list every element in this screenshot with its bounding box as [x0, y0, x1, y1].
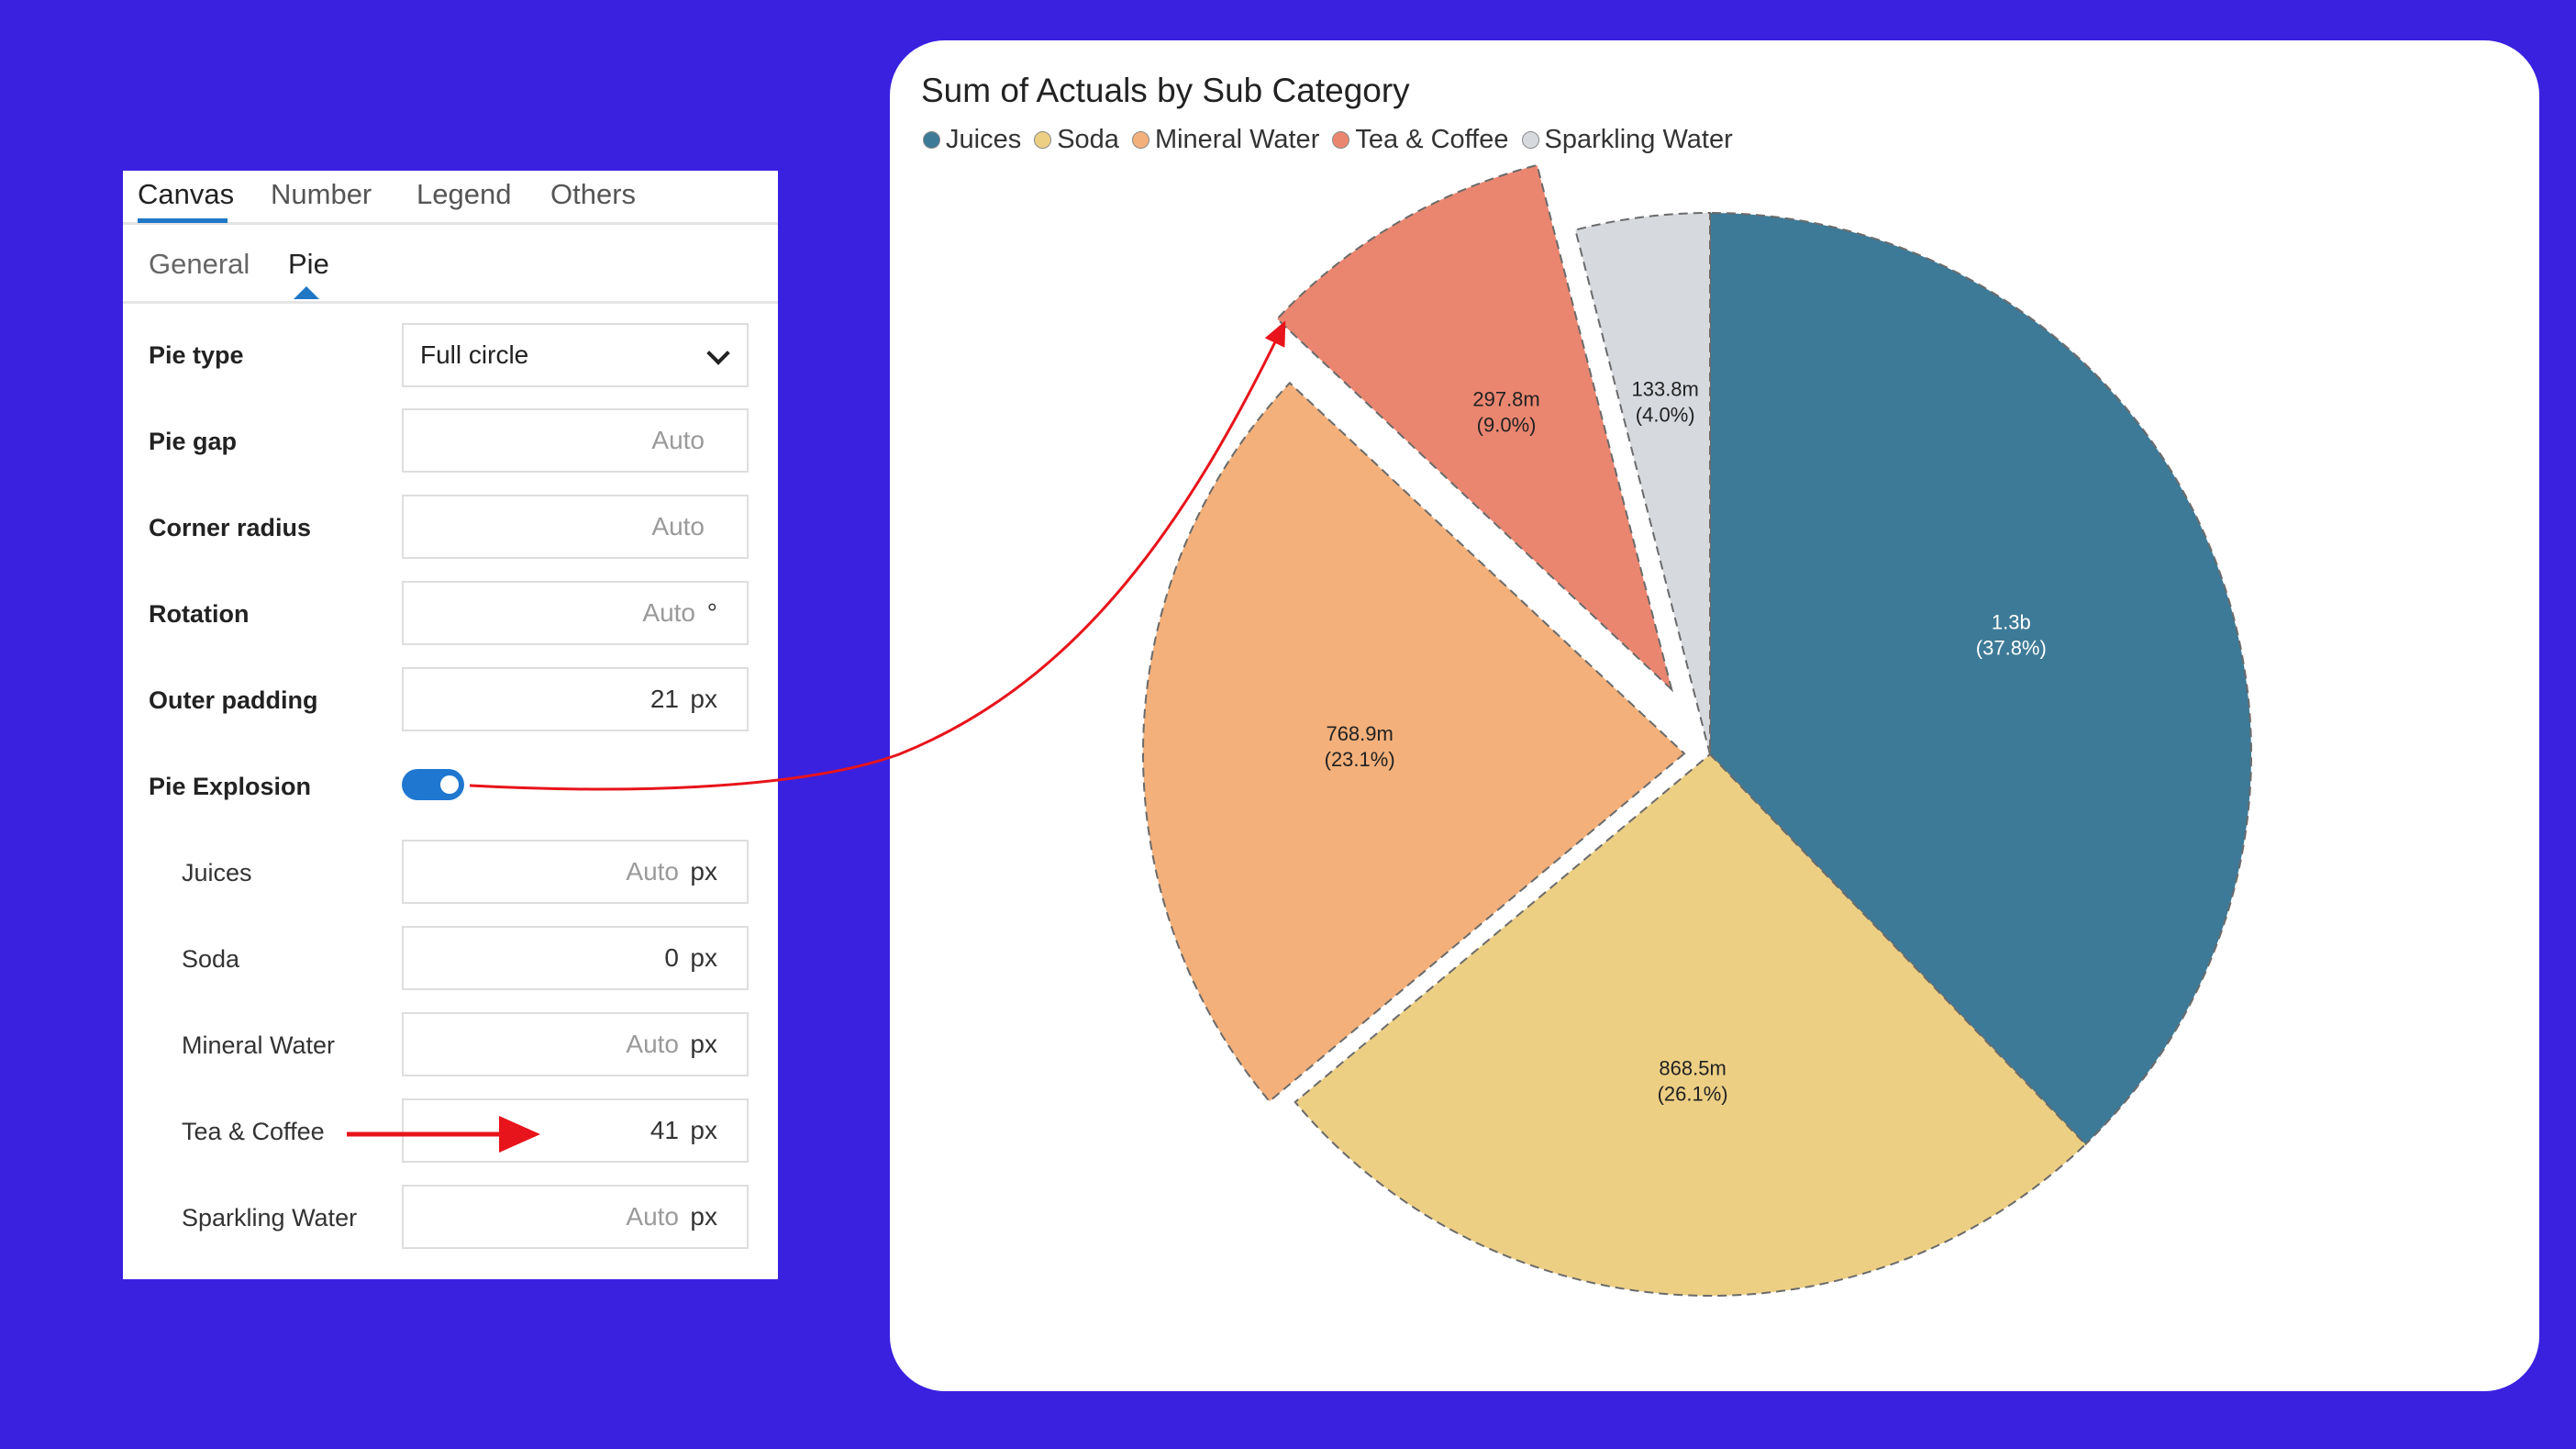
mineral-water-explosion-unit: px: [690, 1030, 717, 1058]
pie-gap-label: Pie gap: [149, 428, 238, 455]
subtab-general[interactable]: General: [149, 248, 250, 280]
mineral-water-explosion-input[interactable]: Auto px: [402, 1012, 749, 1076]
legend-item-juices[interactable]: Juices: [923, 125, 1021, 155]
legend-dot-icon: [1034, 131, 1052, 149]
pie-slice-sparkling-water[interactable]: [1574, 211, 1711, 755]
pie-type-value: Full circle: [420, 340, 529, 369]
tea-coffee-explosion-label: Tea & Coffee: [182, 1118, 325, 1145]
juices-explosion-input[interactable]: Auto px: [402, 840, 749, 904]
pie-slice-juices[interactable]: [1709, 211, 2252, 1146]
active-tab-indicator: [138, 218, 228, 223]
rotation-unit: °: [706, 598, 717, 627]
subtab-bar: General Pie: [123, 242, 778, 304]
annotation-arrow-toggle-to-slice: [469, 320, 1286, 791]
legend-label: Soda: [1057, 125, 1119, 154]
pie-type-select[interactable]: Full circle: [402, 323, 749, 387]
data-label-value: 133.8m: [1632, 378, 1699, 401]
rotation-input[interactable]: Auto °: [402, 581, 749, 645]
juices-explosion-label: Juices: [182, 859, 252, 886]
sparkling-water-explosion-unit: px: [690, 1202, 717, 1231]
active-subtab-caret-icon: [294, 286, 319, 299]
rotation-label: Rotation: [149, 600, 250, 628]
pie-gap-placeholder: Auto: [651, 426, 705, 454]
tab-legend[interactable]: Legend: [416, 178, 512, 210]
soda-explosion-input[interactable]: 0 px: [402, 926, 749, 990]
corner-radius-label: Corner radius: [149, 514, 312, 541]
data-label-percent: (26.1%): [1658, 1082, 1728, 1105]
data-label-percent: (23.1%): [1325, 748, 1395, 771]
tab-others[interactable]: Others: [550, 178, 637, 210]
pie-slice-mineral-water[interactable]: [1142, 381, 1686, 1103]
chart-title: Sum of Actuals by Sub Category: [921, 72, 1410, 109]
sparkling-water-explosion-label: Sparkling Water: [182, 1204, 358, 1232]
outer-padding-unit: px: [690, 685, 717, 713]
outer-padding-input[interactable]: 21 px: [402, 667, 749, 731]
format-panel: Canvas Number Legend Others General Pie …: [123, 171, 778, 1279]
legend-label: Sparkling Water: [1544, 125, 1733, 154]
pie-explosion-toggle[interactable]: [402, 769, 464, 800]
data-label-percent: (37.8%): [1976, 637, 2047, 660]
pie-slice-soda[interactable]: [1294, 752, 2087, 1297]
soda-explosion-unit: px: [690, 943, 717, 972]
sparkling-water-explosion-value: Auto: [626, 1202, 679, 1231]
legend-dot-icon: [923, 131, 940, 149]
chart-card: Sum of Actuals by Sub Category Juices Sod…: [890, 40, 2539, 1391]
data-label-value: 297.8m: [1472, 388, 1539, 411]
legend-label: Juices: [946, 125, 1022, 154]
legend-item-mineral-water[interactable]: Mineral Water: [1131, 125, 1320, 155]
outer-padding-label: Outer padding: [149, 686, 318, 714]
pie-chart: 1.3b (37.8%) 868.5m (26.1%) 768.9m (23.1%) 297…: [1142, 163, 2252, 1297]
rotation-placeholder: Auto: [642, 598, 695, 627]
legend-item-soda[interactable]: Soda: [1034, 125, 1119, 155]
tea-coffee-explosion-value: 41: [650, 1116, 679, 1144]
soda-explosion-value: 0: [664, 943, 679, 972]
legend-dot-icon: [1131, 131, 1149, 149]
juices-explosion-unit: px: [690, 857, 717, 886]
legend-item-sparkling-water[interactable]: Sparkling Water: [1521, 125, 1733, 155]
outer-padding-value: 21: [650, 685, 679, 713]
legend-dot-icon: [1332, 131, 1350, 149]
legend-item-tea-coffee[interactable]: Tea & Coffee: [1332, 125, 1509, 155]
legend-label: Tea & Coffee: [1355, 125, 1509, 154]
pie-gap-input[interactable]: Auto: [402, 408, 749, 473]
pie-slice-tea-coffee[interactable]: [1275, 163, 1674, 693]
pie-type-label: Pie type: [149, 341, 244, 369]
data-label-percent: (9.0%): [1477, 414, 1537, 437]
tea-coffee-explosion-unit: px: [690, 1116, 717, 1144]
soda-explosion-label: Soda: [182, 945, 240, 973]
tab-number[interactable]: Number: [271, 178, 372, 210]
corner-radius-placeholder: Auto: [651, 512, 705, 541]
tab-canvas[interactable]: Canvas: [138, 178, 235, 210]
mineral-water-explosion-value: Auto: [626, 1030, 679, 1058]
tea-coffee-explosion-input[interactable]: 41 px: [402, 1098, 749, 1163]
data-label-percent: (4.0%): [1636, 404, 1695, 427]
legend-label: Mineral Water: [1154, 125, 1320, 154]
data-label-value: 768.9m: [1326, 722, 1393, 745]
juices-explosion-value: Auto: [626, 857, 679, 886]
sparkling-water-explosion-input[interactable]: Auto px: [402, 1185, 749, 1249]
legend-dot-icon: [1521, 131, 1539, 149]
data-label-value: 1.3b: [1992, 611, 2031, 634]
data-label-value: 868.5m: [1659, 1056, 1726, 1079]
toggle-knob: [440, 775, 459, 794]
pie-explosion-label: Pie Explosion: [149, 773, 312, 800]
corner-radius-input[interactable]: Auto: [402, 495, 749, 559]
mineral-water-explosion-label: Mineral Water: [182, 1031, 336, 1059]
chart-legend: Juices Soda Mineral Water Tea & Coffee Spark…: [923, 125, 1746, 155]
subtab-pie[interactable]: Pie: [288, 248, 329, 280]
tab-bar: Canvas Number Legend Others: [123, 171, 778, 225]
